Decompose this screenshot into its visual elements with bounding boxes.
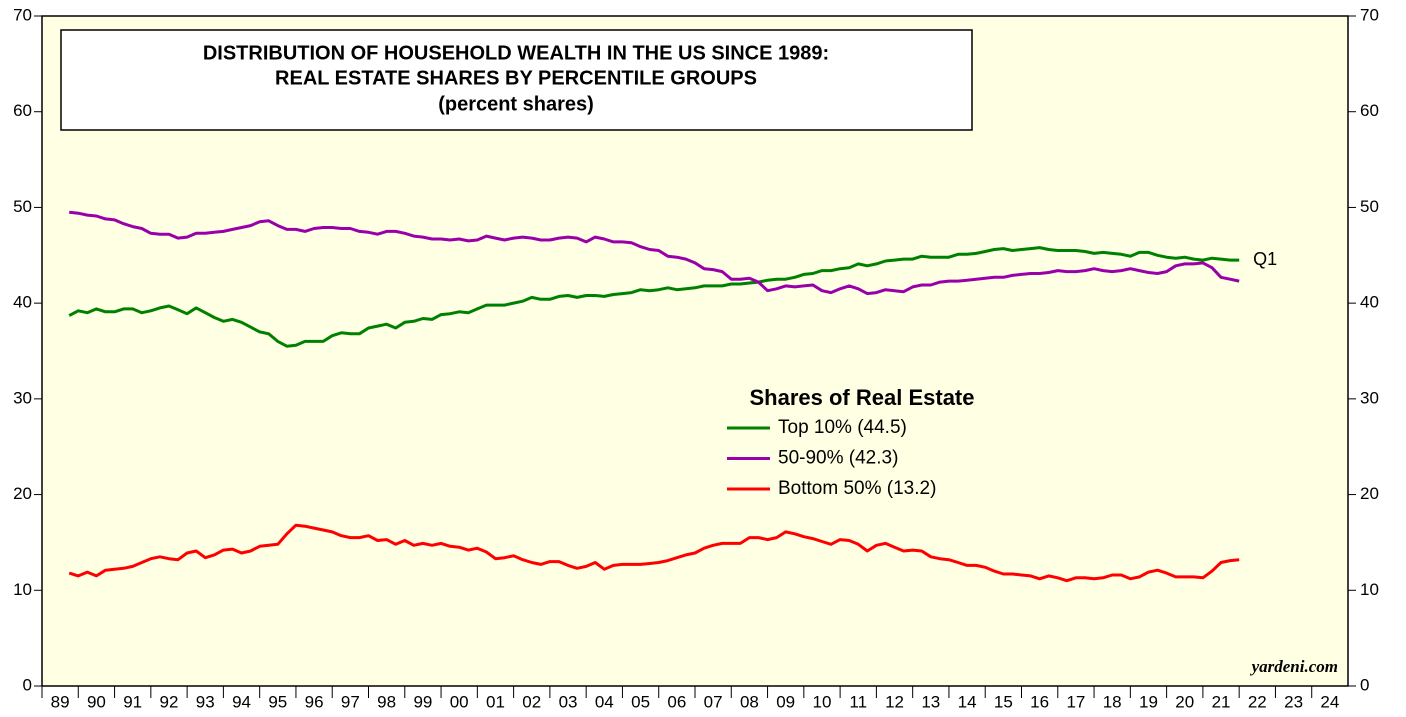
x-tick-label: 16 [1030,692,1049,711]
x-tick-label: 91 [123,692,142,711]
y2-tick-label: 30 [1360,388,1379,407]
x-tick-label: 19 [1139,692,1158,711]
y2-tick-label: 50 [1360,197,1379,216]
y2-tick-label: 10 [1360,580,1379,599]
x-tick-label: 15 [994,692,1013,711]
series-line [68,246,1240,348]
x-tick-label: 95 [268,692,287,711]
y-tick-label: 70 [13,5,32,24]
x-tick-label: 11 [849,692,867,711]
x-tick-label: 89 [51,692,70,711]
x-tick-label: 96 [305,692,324,711]
x-tick-label: 92 [160,692,179,711]
y2-tick-label: 0 [1360,675,1369,694]
series-line [69,210,1240,296]
y2-tick-label: 70 [1360,5,1379,24]
x-tick-label: 90 [87,692,106,711]
y-tick-label: 20 [13,484,32,503]
x-tick-label: 07 [704,692,723,711]
y-tick-label: 30 [13,388,32,407]
legend-title: Shares of Real Estate [750,385,975,410]
x-tick-label: 06 [667,692,686,711]
chart-subtitle: (percent shares) [438,93,594,115]
x-tick-label: 94 [232,692,251,711]
x-tick-label: 10 [813,692,832,711]
x-tick-label: 18 [1103,692,1122,711]
x-tick-label: 03 [559,692,578,711]
x-tick-label: 01 [486,692,505,711]
x-tick-label: 13 [921,692,940,711]
chart-title: REAL ESTATE SHARES BY PERCENTILE GROUPS [275,67,757,89]
chart-title: DISTRIBUTION OF HOUSEHOLD WEALTH IN THE … [203,42,829,64]
legend-label: Bottom 50% (13.2) [778,478,936,499]
x-tick-label: 98 [377,692,396,711]
x-tick-label: 23 [1284,692,1303,711]
x-tick-label: 05 [631,692,650,711]
x-tick-label: 12 [885,692,904,711]
x-tick-label: 02 [522,692,541,711]
x-tick-label: 22 [1248,692,1267,711]
x-tick-label: 09 [776,692,795,711]
y2-tick-label: 20 [1360,484,1379,503]
x-tick-label: 24 [1320,692,1339,711]
y-tick-label: 60 [13,101,32,120]
x-tick-label: 17 [1066,692,1085,711]
x-tick-label: 14 [958,692,977,711]
y2-tick-label: 40 [1360,293,1379,312]
x-tick-label: 97 [341,692,360,711]
y-tick-label: 10 [13,580,32,599]
y-tick-label: 0 [23,675,32,694]
legend-label: 50-90% (42.3) [778,448,898,469]
x-tick-label: 04 [595,692,614,711]
x-tick-label: 00 [450,692,469,711]
title-box [60,29,973,131]
source: yardeni.com [1250,657,1338,676]
x-tick-label: 20 [1175,692,1194,711]
x-tick-label: 99 [413,692,432,711]
y2-tick-label: 60 [1360,101,1379,120]
series-line [68,523,1240,583]
x-tick-label: 08 [740,692,759,711]
annotation: Q1 [1253,249,1277,269]
y-tick-label: 50 [13,197,32,216]
legend-label: Top 10% (44.5) [778,417,907,438]
x-tick-label: 93 [196,692,215,711]
x-tick-label: 21 [1212,692,1231,711]
y-tick-label: 40 [13,293,32,312]
